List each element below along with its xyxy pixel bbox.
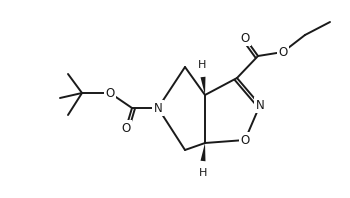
Text: O: O [240, 133, 250, 147]
Text: O: O [240, 31, 250, 45]
Polygon shape [201, 77, 205, 95]
Text: N: N [256, 98, 264, 111]
Text: H: H [199, 168, 207, 178]
Text: N: N [154, 102, 162, 114]
Text: O: O [105, 87, 115, 100]
Polygon shape [201, 143, 205, 161]
Text: O: O [121, 122, 131, 134]
Text: O: O [278, 46, 288, 58]
Text: H: H [198, 60, 206, 70]
